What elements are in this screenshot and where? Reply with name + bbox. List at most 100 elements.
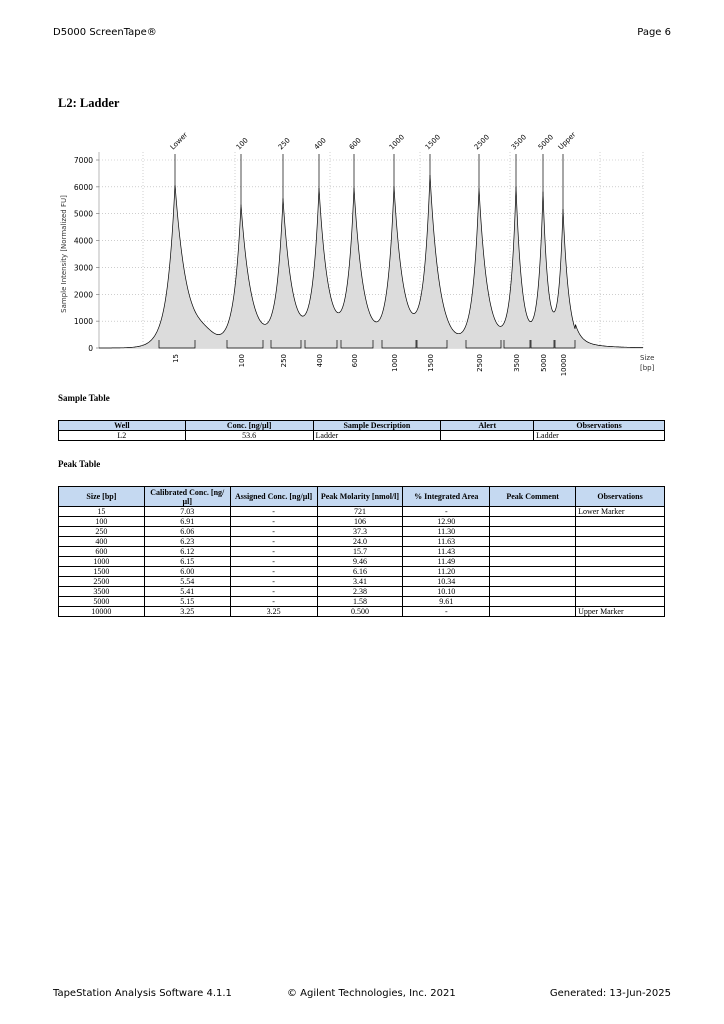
integration-region [304, 340, 338, 349]
integration-region [503, 340, 531, 349]
peak-cell: 3.25 [143, 606, 231, 617]
peak-cell: - [229, 526, 318, 537]
sample-header: Well [58, 420, 186, 431]
peak-cell: 6.12 [143, 546, 231, 557]
peak-label-top: 1500 [424, 133, 442, 151]
integration-region [340, 340, 374, 349]
integration-region [554, 340, 576, 349]
integration-region [416, 340, 448, 349]
table-row: 3500 5.41-2.38 10.10 [58, 586, 665, 597]
peak-label-top: Upper [557, 131, 578, 152]
peak-cell: 15 [58, 506, 145, 517]
peak-size-label: 100 [238, 354, 246, 367]
peak-cell: 10000 [58, 606, 145, 617]
footer-copyright: © Agilent Technologies, Inc. 2021 [287, 988, 456, 999]
peak-cell: 10.10 [402, 586, 491, 597]
peak-size-label: 10000 [560, 354, 568, 376]
peak-cell: 400 [58, 536, 145, 547]
peak-cell: 11.20 [402, 566, 491, 577]
y-tick-label: 3000 [74, 263, 93, 272]
footer-software: TapeStation Analysis Software 4.1.1 [53, 988, 232, 999]
peak-cell [575, 546, 665, 557]
peak-cell: 9.46 [316, 556, 404, 567]
peak-header: Assigned Conc. [ng/µl] [229, 486, 318, 507]
peak-cell: - [229, 506, 318, 517]
y-tick-label: 5000 [74, 210, 93, 219]
peak-header: Peak Comment [489, 486, 577, 507]
peak-table-title: Peak Table [58, 459, 101, 469]
peak-header: Calibrated Conc. [ng/µl] [143, 486, 231, 507]
peak-cell: 6.16 [316, 566, 404, 577]
peak-size-label: 3500 [513, 354, 521, 372]
y-axis-label: Sample Intensity [Normalized FU] [60, 195, 68, 313]
footer-generated: Generated: 13-Jun-2025 [549, 988, 671, 999]
peak-cell: 6.91 [143, 516, 231, 527]
peak-cell: Upper Marker [575, 606, 665, 617]
peak-size-label: 1500 [427, 354, 435, 372]
table-row: 1000 6.15-9.46 11.49 [58, 556, 665, 567]
peak-label-top: 400 [313, 136, 328, 151]
table-row: 250 6.06-37.3 11.30 [58, 526, 665, 537]
peak-cell: - [229, 596, 318, 607]
peak-cell: 15.7 [316, 546, 404, 557]
peak-cell [489, 526, 577, 537]
peak-cell [489, 576, 577, 587]
x-axis-label: Size [640, 354, 654, 362]
peak-cell [575, 576, 665, 587]
sample-table-title: Sample Table [58, 393, 110, 403]
peak-cell: 0.500 [316, 606, 404, 617]
peak-size-label: 250 [280, 354, 288, 367]
peak-cell [489, 556, 577, 567]
sample-cell: 53.6 [184, 430, 314, 441]
peak-cell: 721 [316, 506, 404, 517]
peak-cell: - [229, 556, 318, 567]
peak-cell: - [229, 576, 318, 587]
integration-region [226, 340, 264, 349]
peak-cell: - [229, 546, 318, 557]
peak-cell: 106 [316, 516, 404, 527]
peak-cell [489, 586, 577, 597]
peak-cell [575, 586, 665, 597]
section-title: L2: Ladder [58, 96, 120, 110]
sample-cell: Ladder [312, 430, 442, 441]
peak-cell: - [402, 506, 491, 517]
peak-cell: 3500 [58, 586, 145, 597]
peak-header: Peak Molarity [nmol/l] [316, 486, 404, 507]
peak-label-top: Lower [169, 131, 190, 152]
peak-cell [489, 596, 577, 607]
peak-cell [575, 556, 665, 567]
peak-cell: Lower Marker [575, 506, 665, 517]
peak-cell: 10.34 [402, 576, 491, 587]
trace-fill [99, 175, 643, 348]
peak-label-top: 100 [235, 136, 250, 151]
peak-cell: - [229, 536, 318, 547]
peak-cell: 6.23 [143, 536, 231, 547]
peak-label-top: 5000 [537, 133, 555, 151]
peak-cell: 5.15 [143, 596, 231, 607]
trace-line [99, 174, 643, 349]
y-tick-label: 4000 [74, 237, 93, 246]
peak-size-label: 5000 [540, 354, 548, 372]
table-row: 5000 5.15-1.58 9.61 [58, 596, 665, 607]
peak-cell: 6.06 [143, 526, 231, 537]
peak-cell: 9.61 [402, 596, 491, 607]
document-title: D5000 ScreenTape® [53, 27, 157, 38]
peak-cell: 1500 [58, 566, 145, 577]
integration-region [270, 340, 302, 349]
sample-header: Observations [533, 420, 665, 431]
peak-label-top: 2500 [473, 133, 491, 151]
table-row: L2 53.6 Ladder Ladder [58, 430, 665, 441]
peak-cell: 6.15 [143, 556, 231, 567]
peak-cell: 11.43 [402, 546, 491, 557]
y-tick-label: 0 [88, 344, 93, 353]
y-tick-label: 1000 [74, 317, 93, 326]
electropherogram-chart: 0 1000 2000 3000 4000 5000 6000 7000 Sample Inte… [60, 131, 655, 377]
peak-cell [575, 536, 665, 547]
sample-table: Well Conc. [ng/µl] Sample Description Alert… [58, 420, 665, 441]
peak-table: Size [bp] Calibrated Conc. [ng/µl] Assigne… [58, 486, 665, 617]
peak-cell: 5.41 [143, 586, 231, 597]
table-row: 600 6.12-15.7 11.43 [58, 546, 665, 557]
peak-label-top: 250 [277, 136, 292, 151]
sample-header: Alert [440, 420, 535, 431]
peak-cell: 3.41 [316, 576, 404, 587]
